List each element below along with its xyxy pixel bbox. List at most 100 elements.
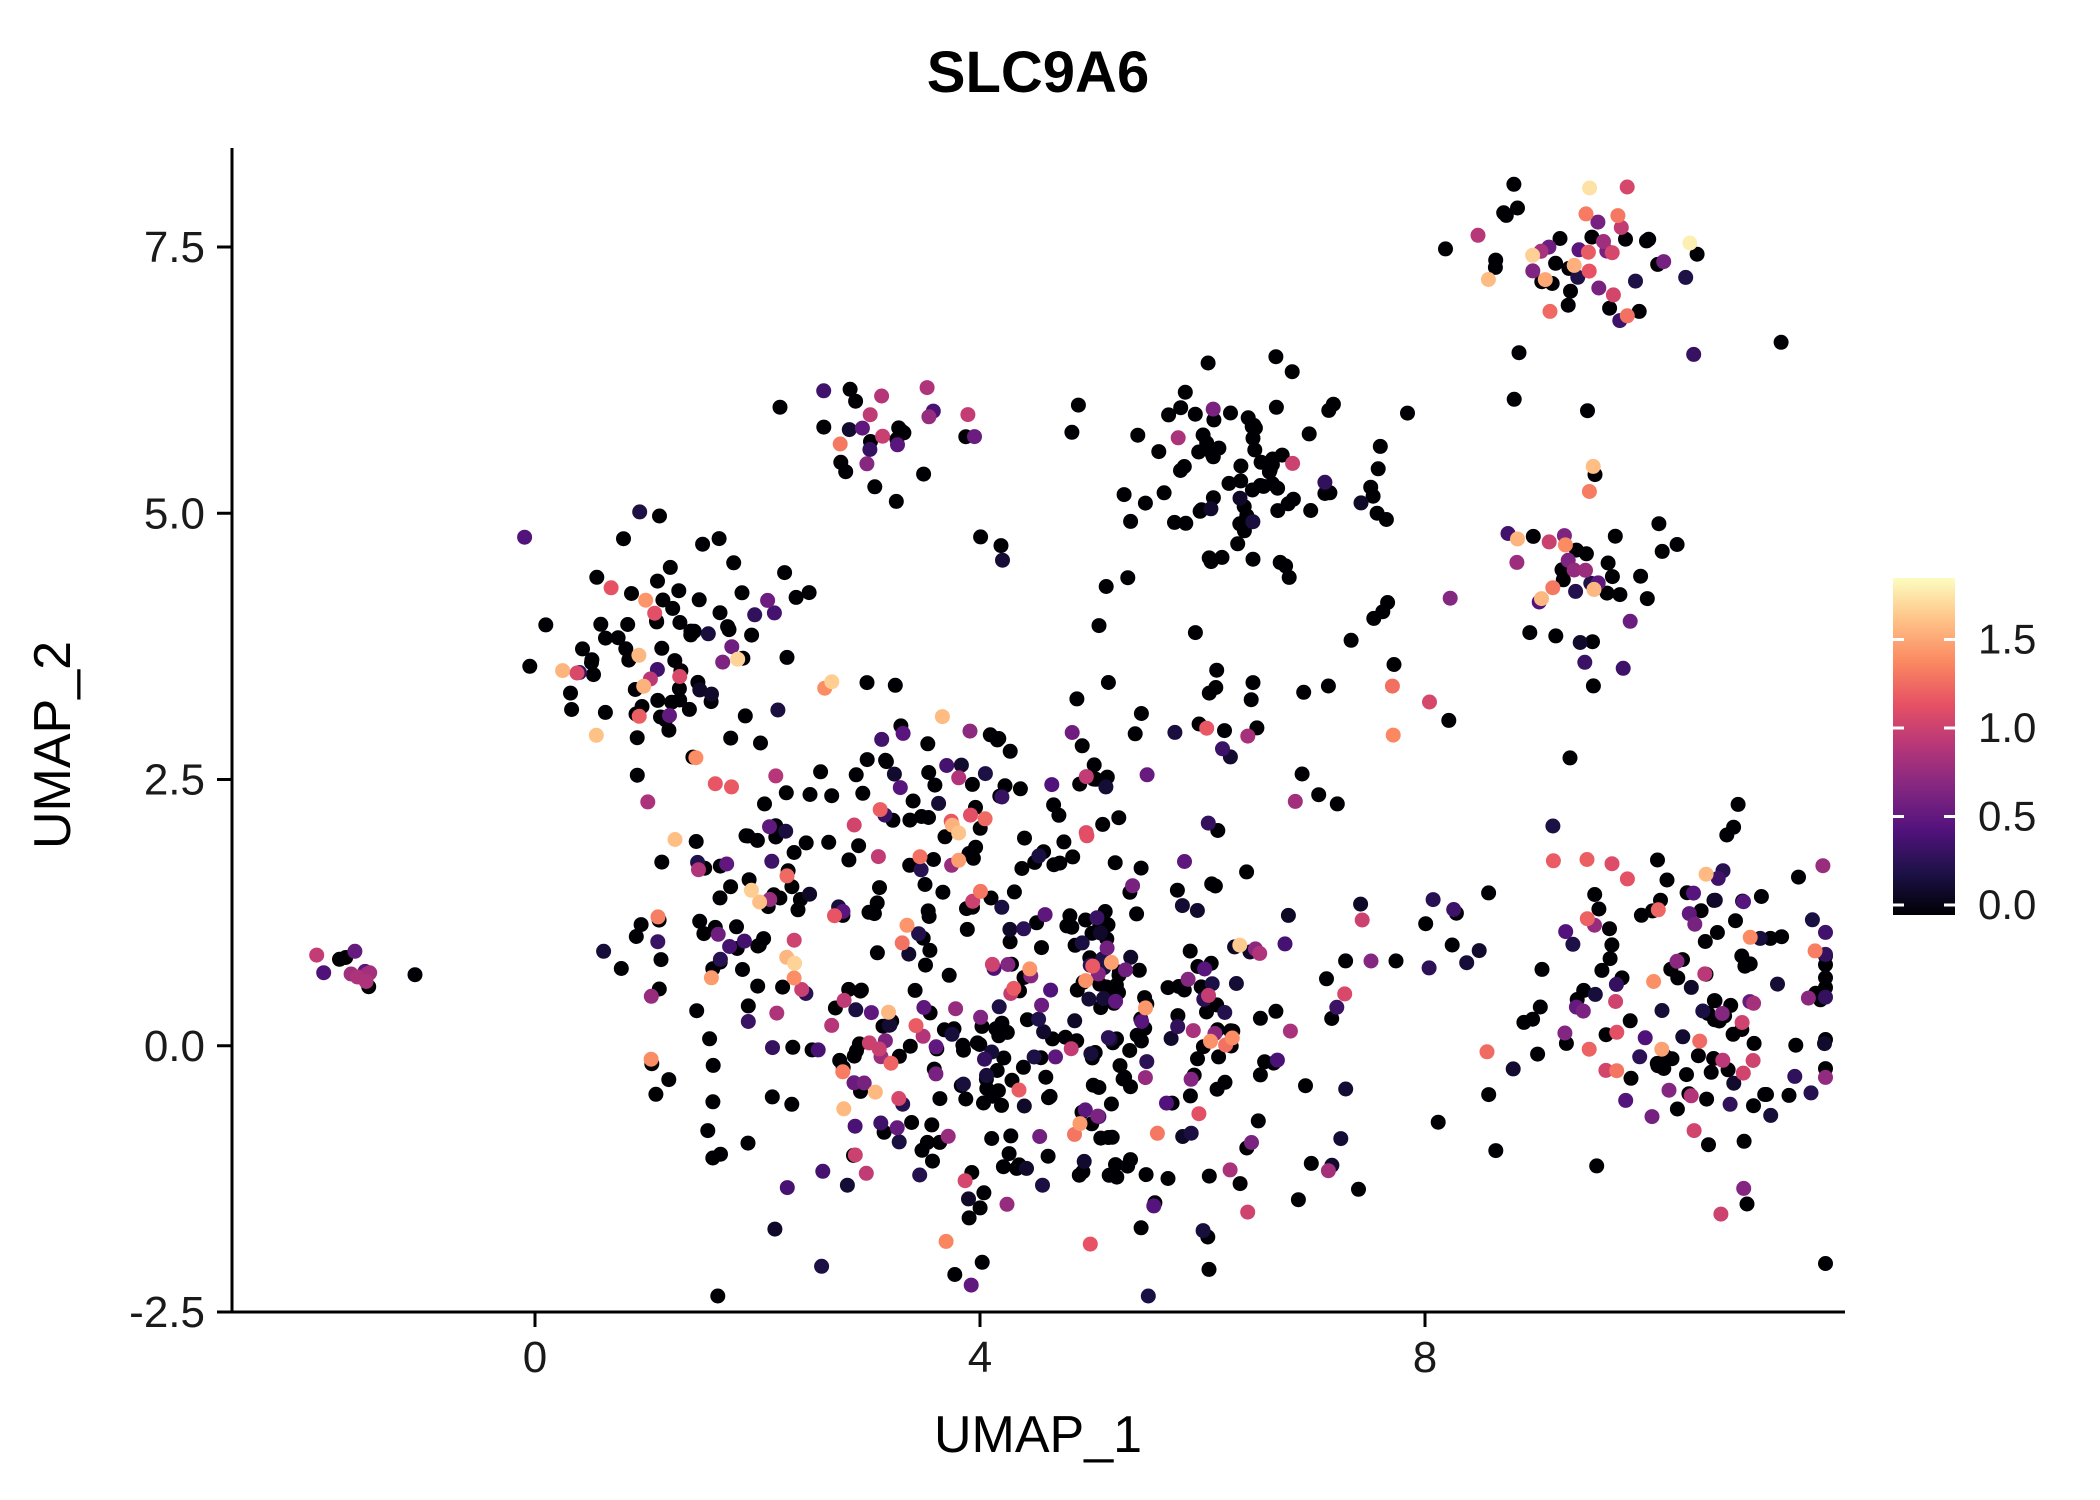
data-point [847, 1147, 863, 1163]
data-point [851, 838, 867, 854]
data-point [1770, 976, 1785, 992]
data-point [1548, 628, 1564, 644]
data-point [1130, 427, 1146, 443]
data-point [309, 947, 325, 963]
data-point [692, 682, 708, 698]
data-point [1078, 769, 1094, 785]
data-point [1129, 1027, 1145, 1043]
data-point [1557, 537, 1573, 553]
data-point [1604, 245, 1620, 261]
data-point [973, 883, 988, 899]
data-point [1294, 766, 1310, 782]
data-point [1078, 973, 1094, 989]
data-point [1438, 241, 1453, 257]
data-point [1117, 1069, 1133, 1085]
data-point [736, 933, 752, 949]
data-point [1568, 583, 1584, 599]
data-point [862, 407, 878, 423]
data-point [1221, 475, 1237, 491]
data-point [1170, 1019, 1186, 1035]
data-point [1280, 907, 1296, 923]
data-point [1284, 364, 1300, 380]
data-point [1011, 1082, 1027, 1098]
data-point [901, 946, 917, 962]
data-point [1386, 657, 1402, 672]
data-point [1817, 1036, 1832, 1052]
data-point [1015, 1059, 1031, 1075]
data-point [1056, 834, 1072, 850]
data-point [1077, 1102, 1093, 1118]
data-point [894, 423, 910, 439]
data-point [1206, 412, 1222, 428]
data-point [869, 945, 885, 961]
data-point [1479, 1044, 1495, 1060]
data-point [1442, 590, 1458, 606]
data-point [1707, 993, 1723, 1009]
data-point [1471, 943, 1487, 959]
data-point [1615, 660, 1631, 676]
data-point [1233, 458, 1249, 474]
data-point [1019, 1012, 1035, 1028]
data-point [1534, 591, 1549, 607]
data-point [1076, 1153, 1092, 1169]
data-point [1545, 818, 1561, 834]
data-point [1803, 1085, 1819, 1101]
data-point [1006, 980, 1022, 996]
data-point [1264, 457, 1280, 472]
data-point [1669, 537, 1685, 552]
data-point [1607, 528, 1623, 544]
data-point [1046, 797, 1062, 813]
data-point [928, 1039, 944, 1055]
data-point [715, 654, 731, 670]
data-point [569, 665, 585, 681]
data-point [672, 669, 688, 684]
data-point [1618, 1092, 1634, 1108]
data-point [1699, 1091, 1715, 1107]
data-point [757, 796, 772, 812]
data-point [1679, 1067, 1694, 1083]
data-point [1582, 180, 1598, 196]
data-point [887, 677, 903, 693]
data-point [648, 1086, 664, 1102]
data-point [1125, 878, 1141, 894]
data-point [1725, 1026, 1741, 1042]
data-point [1353, 495, 1369, 511]
data-point [650, 934, 666, 950]
data-point [1133, 706, 1149, 721]
data-point [1182, 943, 1198, 959]
data-point [787, 955, 803, 971]
data-point [633, 917, 649, 933]
data-point [1422, 694, 1437, 710]
data-point [1565, 936, 1581, 952]
data-point [1693, 903, 1709, 919]
data-point [957, 1173, 973, 1189]
data-point [1651, 516, 1667, 532]
data-point [999, 1196, 1015, 1212]
data-point [1650, 852, 1665, 868]
data-point [770, 702, 786, 718]
data-point [991, 999, 1007, 1015]
data-point [1057, 1029, 1073, 1045]
data-point [1064, 919, 1080, 935]
data-point [1035, 1177, 1050, 1193]
data-point [875, 428, 891, 444]
data-point [1240, 1204, 1256, 1220]
data-point [1329, 999, 1345, 1015]
data-point [841, 852, 857, 868]
data-point [1173, 400, 1189, 416]
data-point [861, 904, 877, 920]
data-point [972, 1200, 988, 1216]
data-point [1317, 474, 1333, 490]
data-point [1031, 1011, 1047, 1027]
data-point [1108, 1157, 1123, 1173]
data-point [1107, 855, 1123, 871]
data-point [1534, 961, 1550, 977]
data-point [762, 819, 777, 835]
data-point [848, 1002, 864, 1018]
data-point [643, 988, 659, 1004]
data-point [873, 1115, 889, 1131]
data-point [1633, 568, 1649, 584]
data-point [913, 862, 929, 878]
data-point [1669, 953, 1685, 969]
data-point [1735, 1065, 1751, 1081]
